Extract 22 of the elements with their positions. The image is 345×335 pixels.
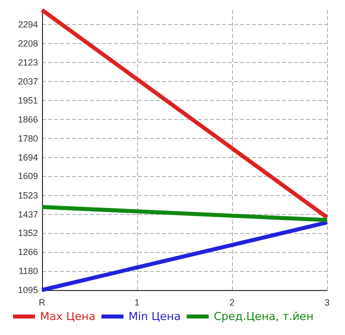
y-tick-label: 2294 — [18, 20, 38, 30]
y-tick-label: 2208 — [18, 38, 38, 49]
y-tick-label: 1266 — [18, 247, 38, 258]
legend-label: Min Цена — [128, 310, 181, 323]
legend-label: Max Цена — [40, 310, 96, 323]
y-tick-label: 1437 — [18, 209, 38, 220]
y-tick-label: 1523 — [18, 190, 38, 200]
y-tick-label: 1609 — [18, 171, 38, 182]
y-tick-label: 1352 — [18, 228, 38, 238]
x-tick-label: R — [38, 298, 46, 308]
x-tick-label: 3 — [324, 298, 330, 308]
y-tick-label: 2037 — [18, 76, 38, 86]
y-tick-label: 1951 — [18, 96, 38, 106]
y-tick-label: 1180 — [18, 266, 38, 276]
y-tick-label: 1780 — [18, 133, 38, 144]
y-tick-label: 1095 — [18, 285, 38, 295]
y-tick-label: 1866 — [18, 114, 38, 124]
y-tick-label: 2123 — [18, 57, 38, 68]
x-tick-label: 2 — [229, 298, 235, 308]
x-tick-label: 1 — [134, 298, 140, 308]
legend-label: Сред.Цена, т.йен — [214, 310, 314, 323]
y-tick-label: 1694 — [18, 152, 38, 162]
